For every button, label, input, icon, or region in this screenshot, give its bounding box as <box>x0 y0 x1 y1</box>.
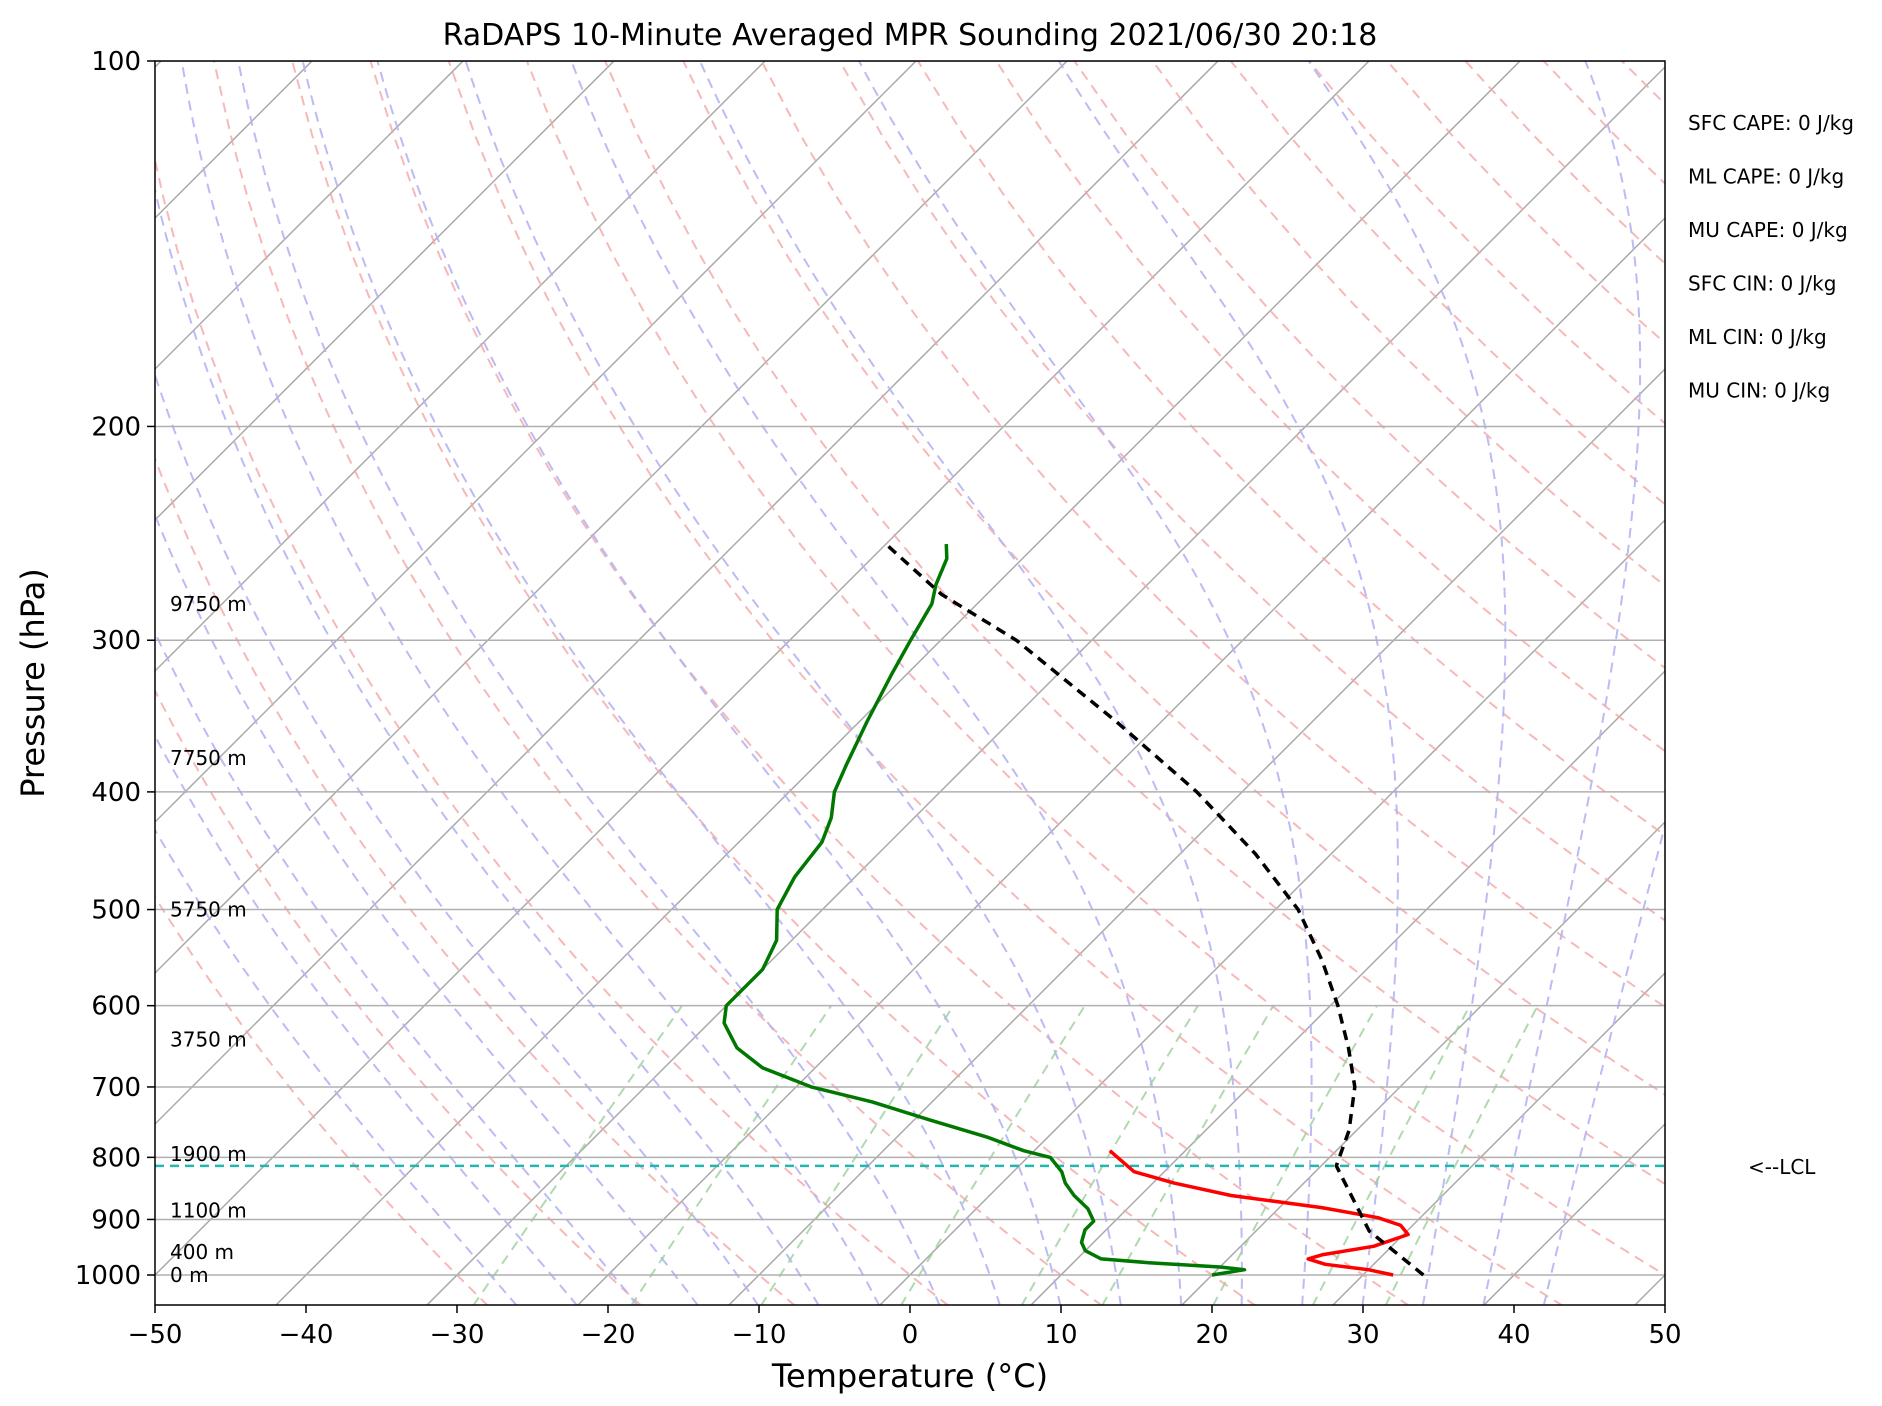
y-tick-label: 400 <box>91 778 141 808</box>
isotherm-line <box>155 61 465 371</box>
index-label: MU CAPE: 0 J/kg <box>1688 218 1848 242</box>
height-label: 1900 m <box>170 1142 247 1166</box>
x-tick-label: 20 <box>1195 1320 1228 1350</box>
y-tick-label: 200 <box>91 412 141 442</box>
mixing-ratio-line <box>472 1005 683 1305</box>
dry-adiabat-line <box>995 61 1665 753</box>
mixing-ratio-line <box>1101 1005 1275 1305</box>
isotherm-line <box>274 61 1522 1305</box>
isotherm-line <box>155 61 767 673</box>
y-tick-label: 1000 <box>75 1261 141 1291</box>
dry-adiabat-line <box>604 61 1665 1186</box>
y-tick-label: 500 <box>91 896 141 926</box>
dry-adiabat-line <box>1700 61 1882 1306</box>
moist-adiabat-line <box>155 827 518 1305</box>
y-tick-label: 600 <box>91 992 141 1022</box>
pressure-gridlines <box>155 61 1665 1276</box>
moist-adiabat-line <box>180 61 881 1305</box>
chart-title: RaDAPS 10-Minute Averaged MPR Sounding 2… <box>443 18 1378 53</box>
plot-background <box>155 61 1665 1305</box>
moist-adiabat-line <box>237 61 941 1305</box>
mixing-ratio-lines <box>472 1005 1539 1305</box>
isotherm-line <box>155 61 616 522</box>
sounding-indices: SFC CAPE: 0 J/kg ML CAPE: 0 J/kg MU CAPE: … <box>1688 111 1854 403</box>
isotherm-line <box>155 61 1069 975</box>
isotherm-line <box>1029 669 1665 1305</box>
x-tick-label: 40 <box>1497 1320 1530 1350</box>
isotherm-line <box>155 61 918 824</box>
height-label: 5750 m <box>170 898 247 922</box>
dry-adiabat-line <box>838 61 1665 922</box>
height-label: 400 m <box>170 1240 234 1264</box>
mixing-ratio-line <box>630 1005 833 1305</box>
y-tick-label: 900 <box>91 1205 141 1235</box>
x-tick-label: 50 <box>1648 1320 1681 1350</box>
dry-adiabat-line <box>369 61 1410 1305</box>
temperature-trace <box>1108 1149 1410 1277</box>
y-tick-label: 700 <box>91 1073 141 1103</box>
height-label: 3750 m <box>170 1028 247 1052</box>
x-tick-label: 30 <box>1346 1320 1379 1350</box>
dry-adiabat-line <box>291 61 1257 1305</box>
x-tick-label: 0 <box>902 1320 919 1350</box>
parcel-trace <box>884 542 1425 1277</box>
isotherm-line <box>155 61 1220 1126</box>
x-tick-label: 10 <box>1044 1320 1077 1350</box>
x-tick-label: −10 <box>732 1320 787 1350</box>
y-tick-label: 300 <box>91 626 141 656</box>
height-label: 0 m <box>170 1263 209 1287</box>
sounding-traces <box>722 542 1425 1277</box>
y-tick-label: 100 <box>91 47 141 77</box>
isotherm-line <box>1331 971 1665 1305</box>
x-axis-ticks: −50 −40 −30 −20 −10 0 10 20 30 40 50 <box>128 1305 1682 1350</box>
x-tick-label: −50 <box>128 1320 183 1350</box>
height-label: 9750 m <box>170 592 247 616</box>
index-label: ML CAPE: 0 J/kg <box>1688 165 1844 189</box>
y-tick-label: 800 <box>91 1143 141 1173</box>
index-label: ML CIN: 0 J/kg <box>1688 325 1827 349</box>
index-label: SFC CAPE: 0 J/kg <box>1688 111 1854 135</box>
isotherm-line <box>576 216 1665 1305</box>
mixing-ratio-line <box>1311 1005 1471 1305</box>
y-axis-ticks: 100 200 300 400 500 600 700 800 900 1000 <box>75 47 155 1291</box>
lcl-label: <--LCL <box>1748 1155 1816 1179</box>
isotherm-line <box>1180 820 1665 1305</box>
x-tick-label: −40 <box>279 1320 334 1350</box>
dry-adiabat-line <box>525 61 1665 1277</box>
dewpoint-trace <box>722 544 1247 1277</box>
dry-adiabat-line <box>1073 61 1665 670</box>
mixing-ratio-line <box>1384 1005 1539 1305</box>
mixing-ratio-line <box>1020 1005 1199 1305</box>
mixing-ratio-line <box>900 1005 1086 1305</box>
dry-adiabat-line <box>760 61 1665 1009</box>
x-tick-label: −30 <box>430 1320 485 1350</box>
dry-adiabat-line <box>155 455 796 1305</box>
isotherm-line <box>425 65 1665 1305</box>
index-label: MU CIN: 0 J/kg <box>1688 379 1830 403</box>
x-axis-label: Temperature (°C) <box>771 1357 1048 1395</box>
x-tick-label: −20 <box>581 1320 636 1350</box>
height-label: 1100 m <box>170 1199 247 1223</box>
isotherm-line <box>727 367 1665 1305</box>
moist-adiabat-line <box>155 733 579 1305</box>
y-axis-label: Pressure (hPa) <box>14 568 52 798</box>
index-label: SFC CIN: 0 J/kg <box>1688 272 1836 296</box>
mixing-ratio-line <box>760 1005 955 1305</box>
height-label: 7750 m <box>170 746 247 770</box>
isotherm-line <box>878 518 1665 1305</box>
